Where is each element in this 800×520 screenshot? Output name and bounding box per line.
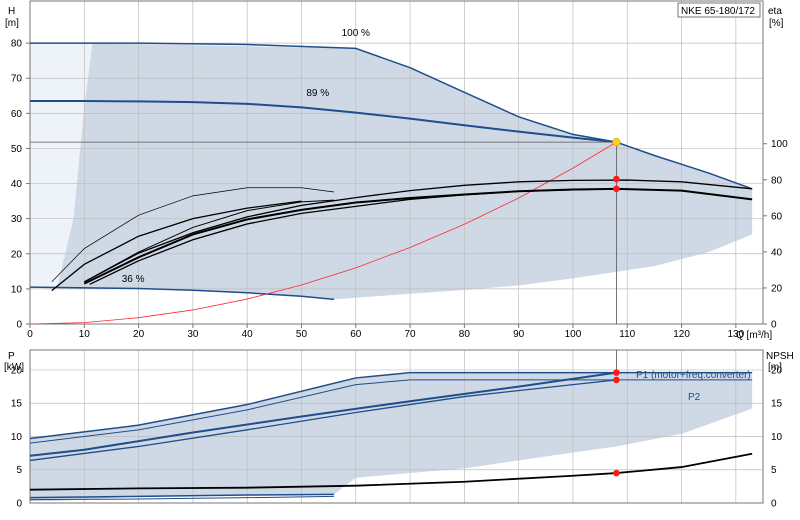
power-marker bbox=[613, 369, 620, 376]
p-tick-label: 15 bbox=[11, 399, 23, 410]
power-marker bbox=[613, 469, 620, 477]
eta-marker bbox=[613, 185, 620, 193]
pump-model-box bbox=[677, 2, 761, 18]
pump-model-label: NKE 65-180/172 bbox=[681, 6, 755, 17]
h-tick-label: 0 bbox=[16, 320, 22, 331]
npsh-tick-label: 15 bbox=[771, 399, 783, 410]
h-tick-label: 60 bbox=[11, 109, 23, 120]
series-eta-thin-3 bbox=[83, 179, 753, 283]
h-axis-unit: [m] bbox=[5, 18, 19, 29]
eta-axis-label: eta bbox=[768, 6, 782, 17]
x-tick-label: 60 bbox=[350, 329, 362, 340]
eta-tick-label: 100 bbox=[771, 139, 788, 150]
series-p2-36 bbox=[29, 495, 335, 501]
series-eta-thin-2 bbox=[84, 199, 335, 283]
npsh-tick-label: 5 bbox=[771, 465, 777, 476]
series-npsh bbox=[29, 452, 753, 491]
x-tick-label: 50 bbox=[296, 329, 308, 340]
eta-tick-label: 80 bbox=[771, 175, 783, 186]
series-eta-thin-1 bbox=[51, 187, 335, 283]
series-p2-89 bbox=[29, 379, 617, 462]
power-marker bbox=[613, 376, 620, 384]
x-tick-label: 70 bbox=[405, 329, 417, 340]
npsh-axis-unit: [m] bbox=[768, 362, 782, 373]
p-tick-label: 5 bbox=[16, 465, 22, 476]
x-tick-label: 10 bbox=[79, 329, 91, 340]
power-series bbox=[29, 350, 753, 501]
eta-marker bbox=[613, 175, 620, 183]
head-chart-frame bbox=[29, 0, 764, 325]
h-axis-label: H bbox=[8, 6, 15, 17]
series-p1-100 bbox=[29, 371, 753, 440]
eta-tick-label: 40 bbox=[771, 247, 783, 258]
series-eta-low-1 bbox=[51, 200, 302, 292]
x-tick-label: 80 bbox=[459, 329, 471, 340]
h-tick-label: 50 bbox=[11, 144, 23, 155]
h-tick-label: 40 bbox=[11, 179, 23, 190]
operating-area bbox=[57, 43, 753, 300]
power-chart: 0 0 5 5 10 10 15 15 20 20 P [kW] NPSH [m] P1 (mot… bbox=[4, 349, 794, 510]
head-chart: 0 10 20 30 40 50 60 70 80 90 100 110 120 130 0 10 20 30 40… bbox=[5, 0, 788, 341]
npsh-tick-label: 0 bbox=[771, 499, 777, 510]
power-labels: 0 0 5 5 10 10 15 15 20 20 bbox=[11, 365, 783, 509]
eta-tick-label: 0 bbox=[771, 320, 777, 331]
x-tick-label: 30 bbox=[187, 329, 199, 340]
p-axis-unit: [kW] bbox=[4, 362, 24, 373]
q-axis-label: Q [m³/h] bbox=[736, 330, 772, 341]
p-tick-label: 0 bbox=[16, 499, 22, 510]
h-tick-label: 70 bbox=[11, 74, 23, 85]
eta-axis-unit: [%] bbox=[769, 18, 784, 29]
speed-label: 89 % bbox=[306, 88, 329, 99]
x-tick-label: 0 bbox=[27, 329, 33, 340]
head-labels: 0 10 20 30 40 50 60 70 80 90 100 110 120 130 0 10 20 30 40… bbox=[11, 28, 788, 340]
power-chart-frame bbox=[29, 349, 764, 504]
p-tick-label: 10 bbox=[11, 432, 23, 443]
p-axis-label: P bbox=[8, 351, 15, 362]
series-p1-89 bbox=[29, 371, 617, 457]
x-tick-label: 100 bbox=[565, 329, 582, 340]
h-tick-label: 20 bbox=[11, 249, 23, 260]
legend-p1: P1 (motor+freq.converter) bbox=[636, 370, 751, 381]
npsh-tick-label: 10 bbox=[771, 432, 783, 443]
series-system-curve bbox=[29, 141, 617, 325]
series-head-89 bbox=[30, 100, 617, 144]
head-series bbox=[29, 42, 753, 325]
eta-tick-label: 20 bbox=[771, 283, 783, 294]
h-tick-label: 10 bbox=[11, 284, 23, 295]
p-tick-label: 20 bbox=[11, 365, 23, 376]
x-tick-label: 120 bbox=[673, 329, 690, 340]
series-p1-36 bbox=[29, 493, 335, 499]
x-tick-label: 40 bbox=[242, 329, 254, 340]
npsh-tick-label: 20 bbox=[771, 365, 783, 376]
series-p2-100 bbox=[29, 379, 753, 444]
x-tick-label: 90 bbox=[513, 329, 525, 340]
eta-tick-label: 60 bbox=[771, 211, 783, 222]
h-tick-label: 30 bbox=[11, 214, 23, 225]
legend-p2: P2 bbox=[688, 392, 701, 403]
x-tick-label: 130 bbox=[728, 329, 745, 340]
speed-label: 100 % bbox=[342, 28, 370, 39]
npsh-axis-label: NPSH bbox=[766, 351, 794, 362]
operating-point-marker bbox=[612, 138, 621, 147]
series-eta-low-2 bbox=[89, 188, 617, 285]
series-head-36 bbox=[29, 286, 335, 301]
series-head-100 bbox=[30, 42, 753, 190]
x-tick-label: 20 bbox=[133, 329, 145, 340]
x-tick-label: 110 bbox=[619, 329, 635, 340]
operating-area-light bbox=[30, 43, 93, 288]
speed-label: 36 % bbox=[122, 274, 145, 285]
h-tick-label: 80 bbox=[11, 39, 23, 50]
